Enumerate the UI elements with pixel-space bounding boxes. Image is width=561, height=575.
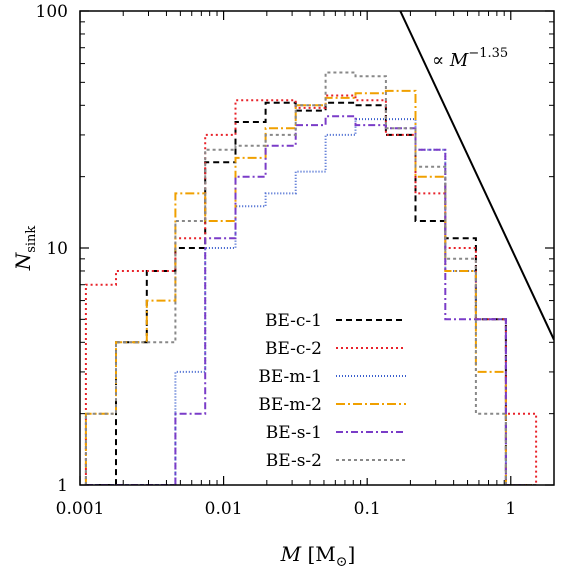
- legend: BE-c-1 BE-c-2 BE-m-1 BE-m-2 BE-s-1 BE-s-2: [226, 303, 416, 478]
- reference-line-layer: [399, 11, 554, 341]
- legend-label-be-c-2: BE-c-2: [265, 339, 322, 359]
- series-be-m-2-line: [84, 89, 537, 485]
- power-law-reference-line: [399, 11, 554, 341]
- x-tick-label: 0.1: [354, 499, 381, 519]
- y-tick-label: 100: [36, 2, 68, 22]
- x-tick-label: 0.001: [56, 499, 105, 519]
- legend-label-be-s-2: BE-s-2: [266, 451, 322, 471]
- legend-label-be-s-1: BE-s-1: [266, 423, 322, 443]
- x-tick-label: 0.01: [205, 499, 243, 519]
- annotation-layer: ∝ M−1.35: [432, 46, 508, 71]
- series-be-s-1-line: [85, 115, 537, 485]
- x-axis-label: M [M⊙]: [280, 542, 356, 570]
- x-tick-label: 1: [505, 499, 516, 519]
- y-tick-label: 1: [57, 476, 68, 496]
- y-axis-label: Nsink: [11, 226, 39, 272]
- legend-label-be-m-1: BE-m-1: [258, 367, 322, 387]
- legend-label-be-c-1: BE-c-1: [265, 311, 322, 331]
- legend-background: [226, 303, 416, 478]
- series-layer: [84, 71, 538, 485]
- power-law-label: ∝ M−1.35: [432, 46, 508, 71]
- y-tick-label: 10: [46, 239, 68, 259]
- series-be-c-1-line: [85, 101, 537, 485]
- legend-label-be-m-2: BE-m-2: [258, 395, 322, 415]
